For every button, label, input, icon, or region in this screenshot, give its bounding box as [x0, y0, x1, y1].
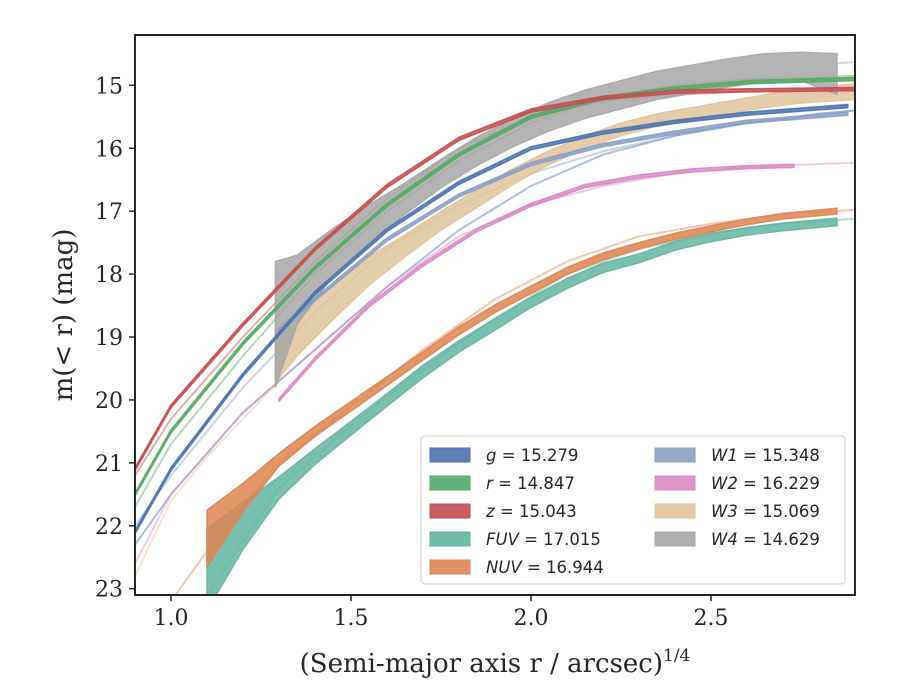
legend-label-nuv: NUV = 16.944: [486, 558, 604, 577]
y-tick-label: 23: [95, 578, 123, 603]
legend-swatch-w2: [654, 475, 696, 491]
series-nuv-band: [206, 207, 838, 568]
legend-items: g = 15.279 r = 14.847 z = 15.043 FUV = 17.0…: [429, 446, 820, 577]
y-tick-label: 20: [95, 389, 123, 414]
series-w3-band: [274, 83, 855, 384]
y-tick-label: 16: [95, 137, 123, 162]
legend-swatch-fuv: [429, 531, 471, 547]
legend-frame: [420, 435, 846, 585]
x-axis-label-sup: 1/4: [663, 646, 690, 666]
legend-swatch-w4: [654, 531, 696, 547]
x-tick-label: 1.0: [154, 606, 189, 631]
legend-swatch-w3: [654, 503, 696, 519]
legend-swatch-g: [429, 447, 471, 463]
series-z-band: [135, 86, 855, 472]
legend-label-r: r = 14.847: [486, 474, 575, 493]
plot-frame: [134, 34, 856, 596]
series-w4-band: [274, 51, 838, 389]
legend-label-w2: W2 = 16.229: [711, 474, 820, 493]
series-w1-band: [278, 111, 849, 334]
x-axis: 1.0 1.5 2.0 2.5: [154, 595, 729, 631]
series-layer: [135, 51, 855, 595]
y-tick-label: 17: [95, 200, 123, 225]
legend-swatch-z: [429, 503, 471, 519]
y-axis: 15 16 17 18 19 20 21 22 23: [95, 74, 135, 603]
series-nuv-extrapolated-line: [174, 208, 855, 595]
legend-label-g: g = 15.279: [486, 446, 579, 465]
series-fuv-band: [206, 217, 838, 595]
x-tick-label: 2.0: [514, 606, 549, 631]
x-tick-label: 1.5: [334, 606, 369, 631]
series-w3-extrapolated-line: [135, 380, 280, 577]
legend-swatch-w1: [654, 447, 696, 463]
y-tick-label: 21: [95, 452, 123, 477]
legend: g = 15.279 r = 14.847 z = 15.043 FUV = 17.0…: [420, 435, 846, 585]
legend-label-fuv: FUV = 17.015: [486, 530, 601, 549]
x-axis-label: (Semi-major axis r / arcsec)1/4: [300, 646, 691, 679]
series-g-band: [135, 103, 849, 535]
series-r-band: [135, 76, 855, 497]
y-axis-label: m(< r) (mag): [49, 229, 79, 402]
x-tick-label: 2.5: [694, 606, 729, 631]
legend-swatch-r: [429, 475, 471, 491]
y-tick-label: 15: [95, 74, 123, 99]
legend-swatch-nuv: [429, 559, 471, 575]
x-axis-label-pre: (Semi-major axis r / arcsec): [300, 649, 663, 679]
y-tick-label: 18: [95, 263, 123, 288]
legend-label-w3: W3 = 15.069: [711, 502, 820, 521]
y-tick-label: 19: [95, 326, 123, 351]
series-w4-extrapolated-line: [836, 61, 855, 65]
y-tick-label: 22: [95, 515, 123, 540]
legend-label-z: z = 15.043: [485, 502, 577, 521]
legend-label-w1: W1 = 15.348: [711, 446, 820, 465]
legend-label-w4: W4 = 14.629: [711, 530, 820, 549]
series-w2-band: [278, 163, 795, 403]
